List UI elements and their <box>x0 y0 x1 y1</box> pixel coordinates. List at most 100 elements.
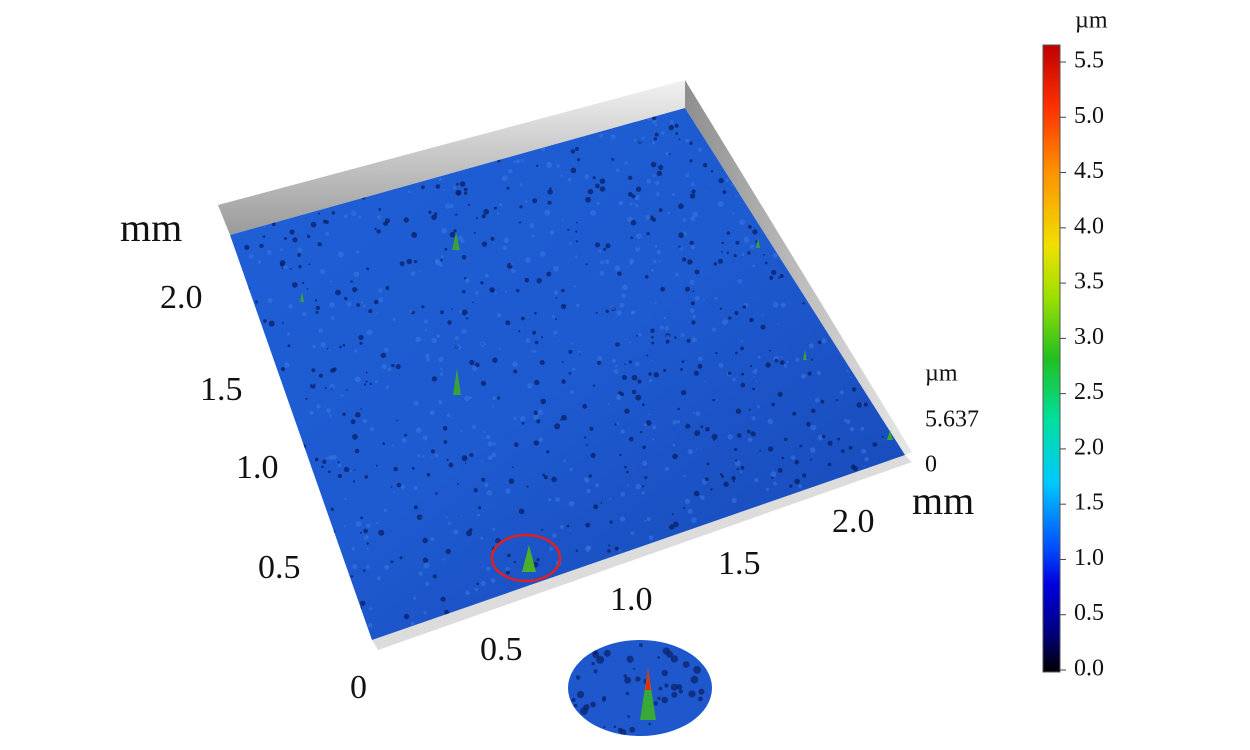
speckle <box>702 298 705 301</box>
speckle <box>351 210 357 217</box>
speckle <box>267 297 273 303</box>
speckle <box>844 418 847 422</box>
speckle <box>603 725 606 729</box>
speckle <box>740 339 743 342</box>
origin-label: 0 <box>350 669 367 706</box>
colorbar-unit: µm <box>1075 8 1108 34</box>
speckle <box>671 513 674 516</box>
speckle <box>711 433 718 440</box>
speckle <box>683 506 686 510</box>
speckle <box>283 264 288 270</box>
speckle <box>767 418 774 425</box>
speckle <box>666 334 670 339</box>
speckle <box>626 470 629 474</box>
speckle <box>616 422 619 425</box>
speckle <box>271 222 276 227</box>
speckle <box>634 361 640 367</box>
speckle <box>689 308 695 313</box>
speckle <box>610 134 616 140</box>
speckle <box>655 192 660 197</box>
speckle <box>410 621 415 626</box>
speckle <box>714 296 718 301</box>
speckle <box>546 271 552 277</box>
speckle <box>428 210 432 214</box>
speckle <box>718 362 724 368</box>
speckle <box>816 370 822 376</box>
speckle <box>497 396 501 400</box>
speckle <box>443 189 446 191</box>
speckle <box>786 360 789 364</box>
speckle <box>378 297 384 303</box>
speckle <box>748 408 751 411</box>
speckle <box>481 241 488 247</box>
speckle <box>677 407 680 411</box>
speckle <box>585 196 591 203</box>
speckle <box>385 286 390 290</box>
speckle <box>760 324 766 330</box>
speckle <box>623 674 627 678</box>
speckle <box>691 517 697 524</box>
speckle <box>732 377 736 382</box>
speckle <box>434 453 439 458</box>
speckle <box>501 175 508 182</box>
speckle <box>461 309 468 316</box>
speckle <box>354 349 358 353</box>
speckle <box>289 229 295 235</box>
speckle <box>648 535 654 541</box>
speckle <box>644 519 647 522</box>
speckle <box>505 488 511 494</box>
speckle <box>663 368 667 372</box>
speckle <box>403 613 410 620</box>
speckle <box>693 412 695 414</box>
speckle <box>354 448 360 454</box>
speckle <box>460 430 463 432</box>
speckle <box>369 382 372 386</box>
speckle <box>685 173 690 178</box>
speckle <box>840 449 845 453</box>
speckle <box>316 404 321 409</box>
speckle <box>263 319 267 323</box>
speckle <box>591 662 595 666</box>
speckle <box>747 437 753 443</box>
speckle <box>689 240 694 245</box>
speckle <box>572 367 576 371</box>
speckle <box>568 178 572 182</box>
speckle <box>377 576 381 581</box>
speckle <box>563 459 567 462</box>
speckle <box>675 272 679 277</box>
speckle <box>741 253 745 257</box>
speckle <box>413 485 418 491</box>
speckle <box>612 358 617 363</box>
speckle <box>257 260 262 264</box>
speckle <box>808 343 814 349</box>
speckle <box>790 455 796 460</box>
speckle <box>356 303 361 307</box>
speckle <box>615 342 620 347</box>
speckle <box>498 347 501 350</box>
speckle <box>727 371 732 376</box>
speckle <box>510 263 514 266</box>
speckle <box>577 158 581 162</box>
speckle <box>471 424 477 430</box>
speckle <box>533 410 538 415</box>
speckle <box>769 275 774 280</box>
speckle <box>605 243 611 249</box>
speckle <box>559 524 565 529</box>
speckle <box>555 318 557 321</box>
speckle <box>350 419 356 425</box>
speckle <box>619 453 622 457</box>
speckle <box>779 360 785 365</box>
speckle <box>794 459 800 465</box>
speckle <box>377 215 382 220</box>
speckle <box>542 473 545 477</box>
speckle <box>552 533 557 538</box>
speckle <box>513 560 517 564</box>
speckle <box>644 275 649 279</box>
speckle <box>817 340 822 345</box>
speckle <box>431 456 433 459</box>
speckle <box>342 412 346 416</box>
speckle <box>553 330 558 335</box>
speckle <box>710 170 714 173</box>
speckle <box>614 423 617 426</box>
